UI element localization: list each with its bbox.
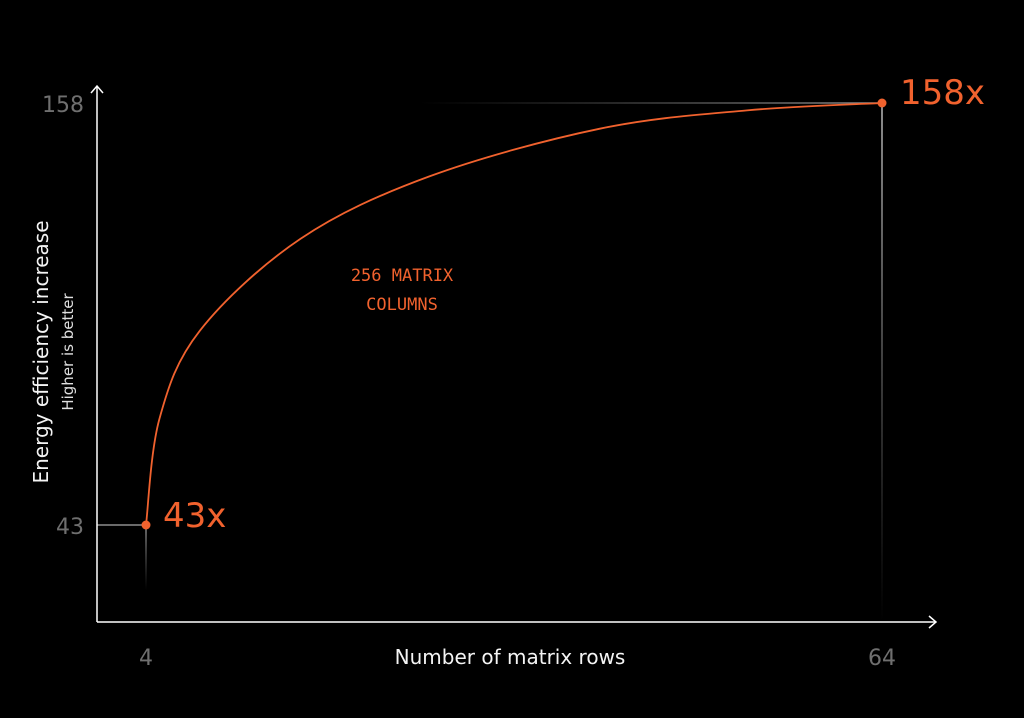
x-axis-arrow-icon [928, 615, 938, 629]
guide-horizontal [420, 102, 882, 104]
y-axis-sublabel: Higher is better [59, 293, 77, 411]
point-label-43x: 43x [163, 496, 226, 536]
y-tick-43: 43 [56, 515, 84, 540]
point-label-158x: 158x [900, 73, 985, 113]
annotation-line-2: COLUMNS [366, 295, 438, 315]
data-point [877, 98, 887, 108]
guide-vertical [145, 525, 147, 590]
guide-vertical [881, 103, 883, 622]
series-line [145, 102, 883, 526]
x-tick-4: 4 [139, 646, 153, 671]
y-axis-arrow-icon [90, 84, 104, 94]
guide-lines [97, 102, 883, 622]
y-tick-158: 158 [42, 93, 84, 118]
x-axis-label: Number of matrix rows [395, 645, 626, 669]
x-tick-64: 64 [868, 646, 896, 671]
y-axis-label: Energy efficiency increase [29, 220, 53, 483]
data-point [141, 520, 151, 530]
annotation-line-1: 256 MATRIX [351, 266, 454, 286]
